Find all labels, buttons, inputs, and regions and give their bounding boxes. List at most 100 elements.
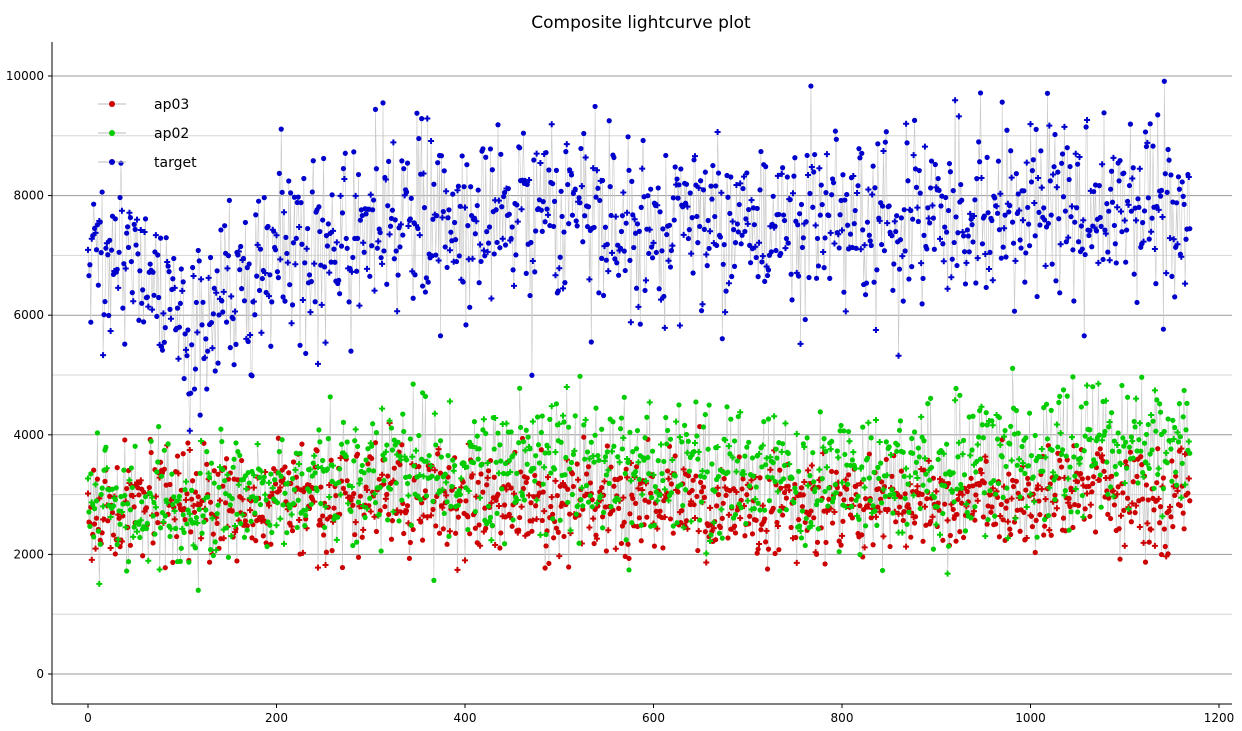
data-point <box>680 502 686 509</box>
data-point <box>747 513 753 519</box>
data-point <box>680 204 686 210</box>
data-point <box>455 514 462 520</box>
data-point <box>682 422 688 428</box>
data-point <box>629 520 635 526</box>
data-point <box>338 243 345 249</box>
data-point <box>1127 449 1134 455</box>
data-point <box>90 233 96 239</box>
data-point <box>1084 116 1091 123</box>
data-point <box>603 472 609 478</box>
data-point <box>1031 199 1038 206</box>
data-point <box>381 477 387 484</box>
data-point <box>906 473 913 480</box>
data-point <box>373 430 380 436</box>
data-point <box>713 537 719 543</box>
data-point <box>1133 395 1140 402</box>
data-point <box>191 386 198 392</box>
data-point <box>807 190 813 197</box>
data-point <box>736 201 742 208</box>
data-point <box>778 170 785 177</box>
data-point <box>1057 241 1064 248</box>
data-point <box>320 513 326 519</box>
data-point <box>1000 517 1006 523</box>
data-point <box>162 325 168 331</box>
data-point <box>910 216 916 222</box>
data-point <box>144 294 150 300</box>
data-point <box>763 164 769 170</box>
data-point <box>422 393 429 399</box>
data-point <box>306 488 313 494</box>
data-point <box>497 545 503 551</box>
data-point <box>1132 424 1138 430</box>
data-point <box>1148 526 1155 533</box>
x-tick-label: 400 <box>454 711 477 725</box>
data-point <box>1178 253 1185 260</box>
data-point <box>875 464 881 471</box>
data-point <box>110 503 117 509</box>
data-point <box>927 220 933 226</box>
data-point <box>563 141 570 148</box>
data-point <box>242 219 248 226</box>
data-point <box>443 479 450 486</box>
data-point <box>465 223 471 229</box>
data-point <box>637 321 643 327</box>
data-point <box>401 166 407 172</box>
data-point <box>616 505 622 512</box>
data-point <box>1047 178 1053 184</box>
data-point <box>1009 365 1016 371</box>
data-point <box>1007 526 1013 532</box>
data-point <box>844 191 850 198</box>
data-point <box>281 209 288 216</box>
data-point <box>1123 459 1129 465</box>
data-point <box>992 195 998 201</box>
data-point <box>483 430 489 437</box>
data-point <box>966 249 972 255</box>
data-point <box>318 521 325 528</box>
data-point <box>970 213 977 220</box>
data-point <box>1111 222 1117 229</box>
data-point <box>98 491 104 498</box>
data-point <box>431 181 437 187</box>
data-point <box>511 490 518 497</box>
data-point <box>247 331 254 338</box>
data-point <box>487 457 494 464</box>
data-point <box>829 468 835 475</box>
data-point <box>607 184 613 190</box>
data-point <box>659 470 665 477</box>
data-point <box>477 241 484 248</box>
data-point <box>457 498 463 504</box>
data-point <box>560 412 567 419</box>
data-point <box>1028 179 1035 185</box>
data-point <box>162 565 168 571</box>
data-point <box>533 150 540 157</box>
data-point <box>337 455 344 462</box>
data-point <box>900 298 906 304</box>
data-point <box>91 201 97 207</box>
data-point <box>529 528 535 534</box>
data-point <box>871 469 877 475</box>
data-point <box>644 514 650 520</box>
data-point <box>141 319 147 325</box>
data-point <box>182 331 188 337</box>
data-point <box>856 516 862 523</box>
data-point <box>814 235 821 242</box>
data-point <box>1015 430 1021 436</box>
data-point <box>541 464 548 471</box>
data-point <box>544 474 551 481</box>
data-point <box>1183 236 1189 242</box>
data-point <box>235 481 242 488</box>
data-point <box>844 486 850 492</box>
data-point <box>314 463 321 470</box>
data-point <box>238 243 244 250</box>
data-point <box>737 515 744 522</box>
data-point <box>563 454 569 461</box>
data-point <box>876 475 882 482</box>
data-point <box>623 466 629 472</box>
data-point <box>777 467 783 473</box>
data-point <box>1181 387 1187 394</box>
data-point <box>887 543 893 550</box>
data-point <box>865 419 872 426</box>
data-point <box>740 185 746 192</box>
data-point <box>845 222 851 228</box>
data-point <box>525 434 531 440</box>
